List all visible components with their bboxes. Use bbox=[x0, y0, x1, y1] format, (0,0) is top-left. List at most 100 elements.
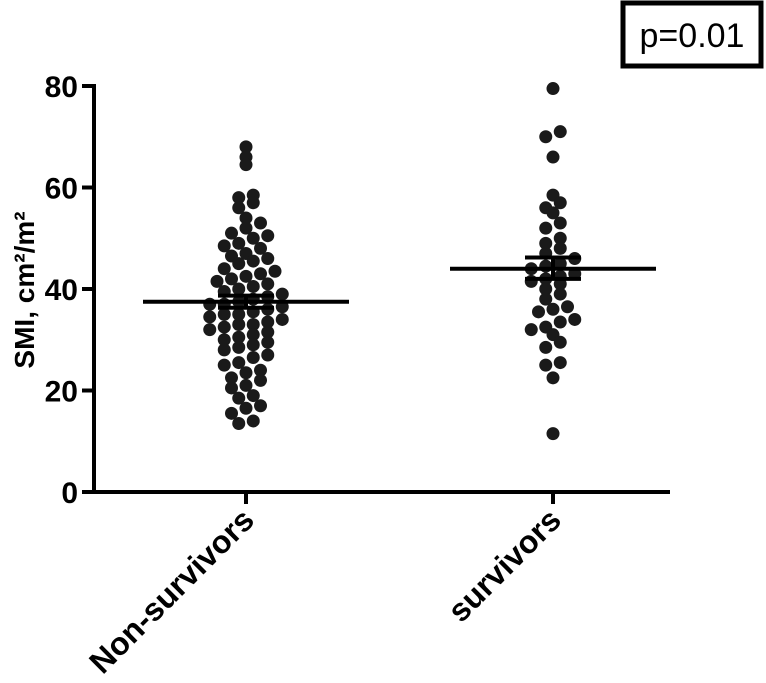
data-point bbox=[261, 229, 275, 243]
data-point bbox=[217, 343, 231, 357]
data-point bbox=[232, 282, 246, 296]
data-point bbox=[203, 297, 217, 311]
data-point bbox=[261, 348, 275, 362]
data-point bbox=[539, 236, 553, 250]
data-point bbox=[239, 269, 253, 283]
data-point bbox=[232, 340, 246, 354]
data-point bbox=[275, 287, 289, 301]
data-point bbox=[546, 371, 560, 385]
data-point bbox=[553, 315, 567, 329]
data-point bbox=[254, 216, 267, 230]
y-tick-label: 80 bbox=[45, 71, 78, 104]
data-point bbox=[210, 274, 224, 288]
data-point bbox=[239, 366, 253, 380]
data-point bbox=[232, 330, 246, 344]
data-point bbox=[254, 373, 267, 387]
data-point bbox=[246, 231, 260, 245]
data-point bbox=[553, 287, 567, 301]
p-value-box bbox=[620, 0, 764, 69]
data-point bbox=[246, 414, 260, 428]
data-point bbox=[261, 277, 275, 291]
data-point bbox=[246, 254, 260, 268]
data-point bbox=[239, 221, 253, 235]
x-tick-label: survivors bbox=[441, 501, 568, 628]
data-point bbox=[539, 259, 553, 273]
data-point bbox=[232, 391, 246, 405]
data-point bbox=[261, 325, 275, 339]
data-point bbox=[217, 239, 231, 253]
data-point bbox=[246, 279, 260, 293]
y-tick-label: 40 bbox=[45, 274, 78, 307]
data-point bbox=[239, 401, 253, 415]
data-point bbox=[246, 196, 260, 210]
data-point bbox=[232, 356, 246, 370]
data-point bbox=[246, 328, 260, 342]
y-tick-label: 0 bbox=[61, 477, 78, 510]
data-point bbox=[217, 307, 231, 321]
data-point bbox=[217, 262, 231, 276]
data-point bbox=[203, 323, 217, 337]
y-tick-label: 20 bbox=[45, 376, 78, 409]
data-point bbox=[539, 130, 553, 144]
data-point bbox=[254, 241, 267, 255]
data-point bbox=[254, 399, 267, 413]
data-point bbox=[225, 406, 238, 420]
p-value-text: p=0.01 bbox=[640, 17, 745, 55]
data-point bbox=[239, 211, 253, 225]
data-point bbox=[246, 351, 260, 365]
data-point bbox=[232, 318, 246, 332]
data-point bbox=[539, 340, 553, 354]
data-point bbox=[203, 310, 217, 324]
data-point bbox=[553, 216, 567, 230]
data-point bbox=[254, 267, 267, 281]
y-tick-label: 60 bbox=[45, 173, 78, 206]
mean-sem-bars bbox=[143, 255, 656, 310]
axes: 0 20 40 60 80 Non-survivors survivors bbox=[45, 71, 670, 680]
data-point bbox=[232, 191, 246, 205]
data-point bbox=[268, 264, 282, 278]
data-point bbox=[246, 338, 260, 352]
data-point bbox=[275, 312, 289, 326]
data-points bbox=[203, 82, 582, 441]
data-point bbox=[261, 335, 275, 349]
data-point bbox=[553, 196, 567, 210]
data-point bbox=[239, 140, 253, 154]
data-point bbox=[217, 320, 231, 334]
data-point bbox=[539, 221, 553, 235]
data-point bbox=[225, 381, 238, 395]
data-point bbox=[524, 323, 538, 337]
data-point bbox=[217, 333, 231, 347]
data-point bbox=[553, 125, 567, 139]
x-tick-label: Non-survivors bbox=[82, 501, 261, 680]
data-point bbox=[561, 300, 574, 314]
data-point bbox=[539, 292, 553, 306]
data-point bbox=[239, 378, 253, 392]
data-point bbox=[261, 252, 275, 266]
data-point bbox=[246, 389, 260, 403]
data-point bbox=[232, 257, 246, 271]
data-point bbox=[546, 82, 560, 96]
data-point bbox=[546, 206, 560, 220]
data-point bbox=[524, 274, 538, 288]
data-point bbox=[546, 302, 560, 316]
data-point bbox=[239, 158, 253, 172]
data-point bbox=[232, 307, 246, 321]
data-point bbox=[553, 335, 567, 349]
data-point bbox=[532, 305, 545, 319]
data-point bbox=[539, 358, 553, 372]
data-point bbox=[232, 236, 246, 250]
data-point bbox=[254, 363, 267, 377]
data-point bbox=[225, 226, 238, 240]
data-point bbox=[546, 427, 560, 441]
data-point bbox=[225, 371, 238, 385]
data-point bbox=[246, 318, 260, 332]
data-point bbox=[261, 315, 275, 329]
data-point bbox=[568, 312, 582, 326]
p-value-annotation: p=0.01 bbox=[620, 0, 764, 69]
data-point bbox=[553, 231, 567, 245]
data-point bbox=[217, 358, 231, 372]
data-point bbox=[546, 150, 560, 164]
data-point bbox=[553, 241, 567, 255]
y-axis-title: SMI, cm²/m² bbox=[9, 211, 40, 368]
